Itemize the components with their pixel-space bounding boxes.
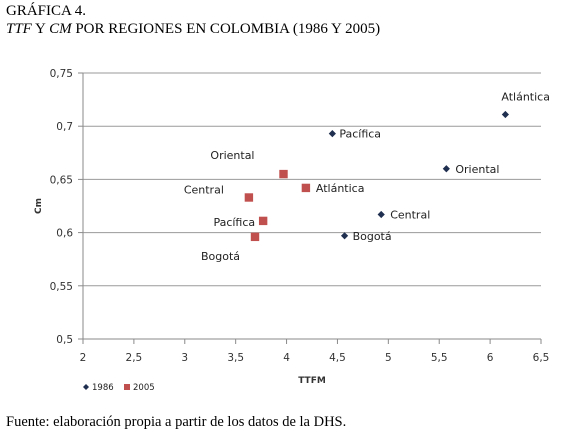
point-label-1986: Central bbox=[390, 209, 430, 222]
figure-label: GRÁFICA 4. bbox=[6, 3, 87, 19]
data-points bbox=[244, 110, 509, 242]
y-axis-title: Cm bbox=[34, 198, 44, 214]
y-tick-label: 0,65 bbox=[50, 174, 73, 186]
title-rest: POR REGIONES EN COLOMBIA (1986 Y 2005) bbox=[71, 21, 381, 37]
point-label-2005: Bogotá bbox=[201, 250, 240, 263]
point-1986 bbox=[442, 165, 450, 173]
figure-title: TTF Y CM POR REGIONES EN COLOMBIA (1986 … bbox=[6, 20, 380, 38]
point-label-2005: Oriental bbox=[210, 149, 254, 162]
point-2005 bbox=[244, 193, 254, 202]
gridlines bbox=[83, 72, 541, 287]
x-tick-label: 5,5 bbox=[431, 352, 448, 364]
point-label-1986: Bogotá bbox=[353, 230, 392, 243]
y-tick-label: 0,6 bbox=[56, 228, 73, 240]
point-2005 bbox=[258, 216, 268, 226]
y-tick-label: 0,7 bbox=[56, 121, 73, 133]
point-labels: Atlántica Pacífica Oriental Central Bogotá Or… bbox=[184, 90, 550, 262]
y-tick-label: 0,75 bbox=[50, 68, 73, 80]
title-cm: CM bbox=[49, 21, 72, 37]
point-1986 bbox=[501, 110, 509, 119]
point-2005 bbox=[301, 183, 311, 193]
point-1986 bbox=[328, 130, 336, 138]
legend: 1986 2005 bbox=[83, 383, 155, 393]
x-tick-label: 6,5 bbox=[533, 352, 550, 364]
source-note: Fuente: elaboración propia a partir de l… bbox=[6, 414, 347, 430]
x-tick-label: 5 bbox=[385, 352, 392, 364]
legend-marker-1986 bbox=[83, 384, 89, 390]
point-label-1986: Pacífica bbox=[339, 128, 381, 141]
y-tick-label: 0,55 bbox=[50, 281, 73, 293]
point-label-2005: Pacífica bbox=[213, 216, 255, 229]
y-tick-label: 0,5 bbox=[56, 334, 73, 346]
point-label-2005: Atlántica bbox=[316, 182, 365, 195]
x-tick-label: 3,5 bbox=[227, 352, 244, 364]
point-label-1986: Atlántica bbox=[501, 90, 550, 103]
legend-label-1986: 1986 bbox=[92, 383, 114, 393]
x-tick-label: 2,5 bbox=[126, 352, 143, 364]
legend-marker-2005 bbox=[124, 384, 130, 390]
x-tick-label: 4 bbox=[283, 352, 290, 364]
x-axis-title: TTFM bbox=[298, 376, 326, 386]
title-ttf: TTF bbox=[6, 21, 32, 37]
point-label-2005: Central bbox=[184, 183, 224, 196]
point-2005 bbox=[279, 169, 288, 179]
axes bbox=[78, 72, 542, 344]
legend-label-2005: 2005 bbox=[133, 383, 155, 393]
point-2005 bbox=[250, 232, 260, 242]
point-1986 bbox=[377, 210, 385, 219]
x-tick-label: 6 bbox=[487, 352, 494, 364]
point-label-1986: Oriental bbox=[455, 163, 499, 176]
title-y: Y bbox=[31, 21, 50, 37]
x-tick-label: 3 bbox=[181, 352, 188, 364]
point-1986 bbox=[340, 232, 349, 240]
x-tick-label: 4,5 bbox=[329, 352, 346, 364]
figure-title-block: GRÁFICA 4. TTF Y CM POR REGIONES EN COLO… bbox=[6, 2, 380, 38]
x-tick-label: 2 bbox=[80, 352, 87, 364]
tick-labels: 0,5 0,55 0,6 0,65 0,7 0,75 2 2,5 3 3,5 4 4,5 5 5,5 6 6,… bbox=[50, 68, 550, 364]
